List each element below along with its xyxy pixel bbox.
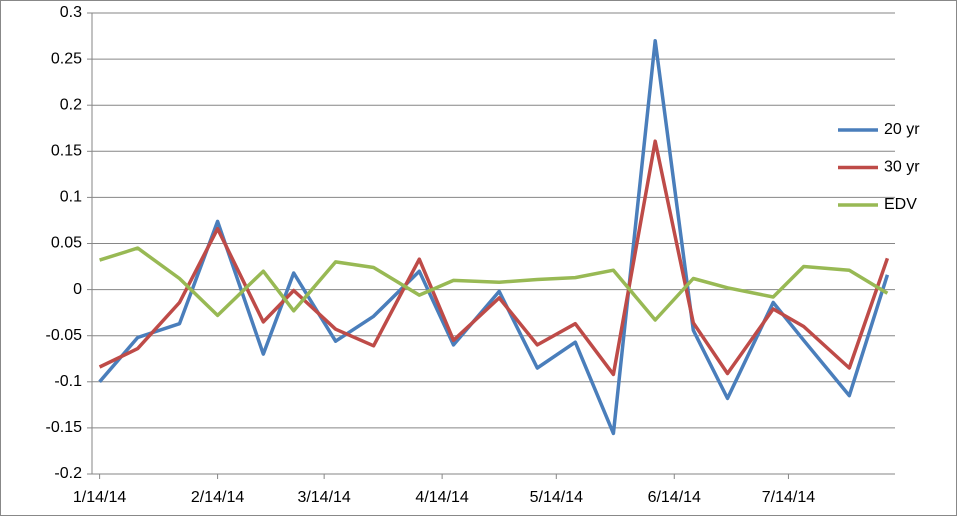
y-tick-label: -0.15 (46, 419, 83, 436)
y-tick-label: 0.1 (60, 189, 82, 206)
x-tick-label: 1/14/14 (73, 489, 126, 506)
x-tick-label: 3/14/14 (297, 489, 350, 506)
legend-label: 20 yr (884, 121, 920, 138)
x-tick-label: 4/14/14 (415, 489, 468, 506)
series-line (99, 246, 889, 322)
y-tick-label: 0.3 (60, 4, 82, 21)
x-tick-label: 7/14/14 (762, 489, 815, 506)
series-line (98, 38, 890, 436)
x-tick-label: 6/14/14 (648, 489, 701, 506)
y-tick-label: 0.15 (51, 143, 82, 160)
y-tick-label: -0.05 (46, 327, 83, 344)
series-line (98, 139, 890, 377)
y-tick-label: 0.05 (51, 235, 82, 252)
y-tick-label: -0.1 (54, 373, 82, 390)
y-tick-label: 0.25 (51, 50, 82, 67)
x-tick-label: 2/14/14 (191, 489, 244, 506)
legend-label: EDV (884, 196, 917, 213)
legend-label: 30 yr (884, 159, 920, 176)
y-tick-label: 0 (73, 281, 82, 298)
y-tick-label: 0.2 (60, 96, 82, 113)
x-tick-label: 5/14/14 (530, 489, 583, 506)
y-tick-label: -0.2 (54, 465, 82, 482)
